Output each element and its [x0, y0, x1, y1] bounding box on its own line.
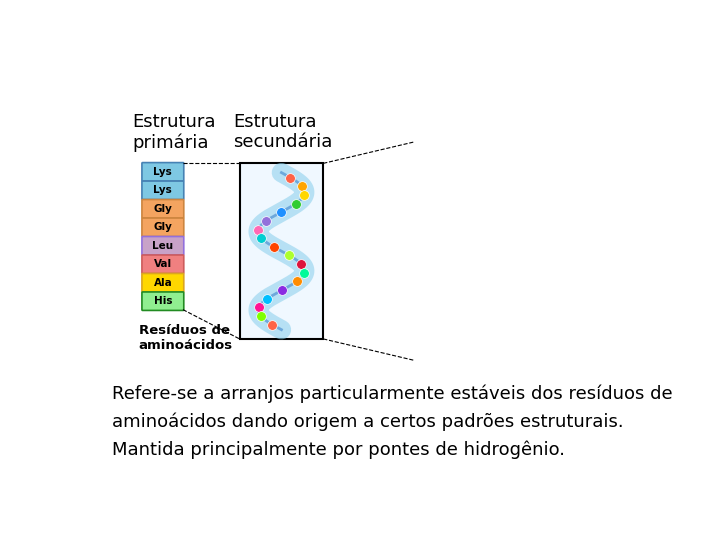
Text: Ala: Ala	[153, 278, 172, 288]
Text: Leu: Leu	[153, 241, 174, 251]
FancyBboxPatch shape	[142, 292, 184, 310]
Text: Val: Val	[154, 259, 172, 269]
Text: His: His	[153, 296, 172, 306]
Bar	[240, 164, 323, 339]
FancyBboxPatch shape	[142, 237, 184, 255]
Text: Gly: Gly	[153, 204, 172, 214]
FancyBboxPatch shape	[142, 255, 184, 273]
Text: Estrutura
secundária: Estrutura secundária	[233, 112, 333, 151]
Text: Lys: Lys	[153, 167, 172, 177]
FancyBboxPatch shape	[142, 200, 184, 218]
FancyBboxPatch shape	[142, 181, 184, 200]
Text: Refere-se a arranjos particularmente estáveis dos resíduos de
aminoácidos dando : Refere-se a arranjos particularmente est…	[112, 384, 672, 458]
Text: Estrutura
primária: Estrutura primária	[132, 112, 216, 152]
FancyBboxPatch shape	[142, 273, 184, 292]
Text: Gly: Gly	[153, 222, 172, 232]
FancyBboxPatch shape	[142, 163, 184, 181]
Text: α-hélice: α-hélice	[246, 323, 313, 339]
FancyBboxPatch shape	[142, 218, 184, 237]
Text: Resíduos de
aminoácidos: Resíduos de aminoácidos	[139, 323, 233, 352]
Text: Lys: Lys	[153, 185, 172, 195]
